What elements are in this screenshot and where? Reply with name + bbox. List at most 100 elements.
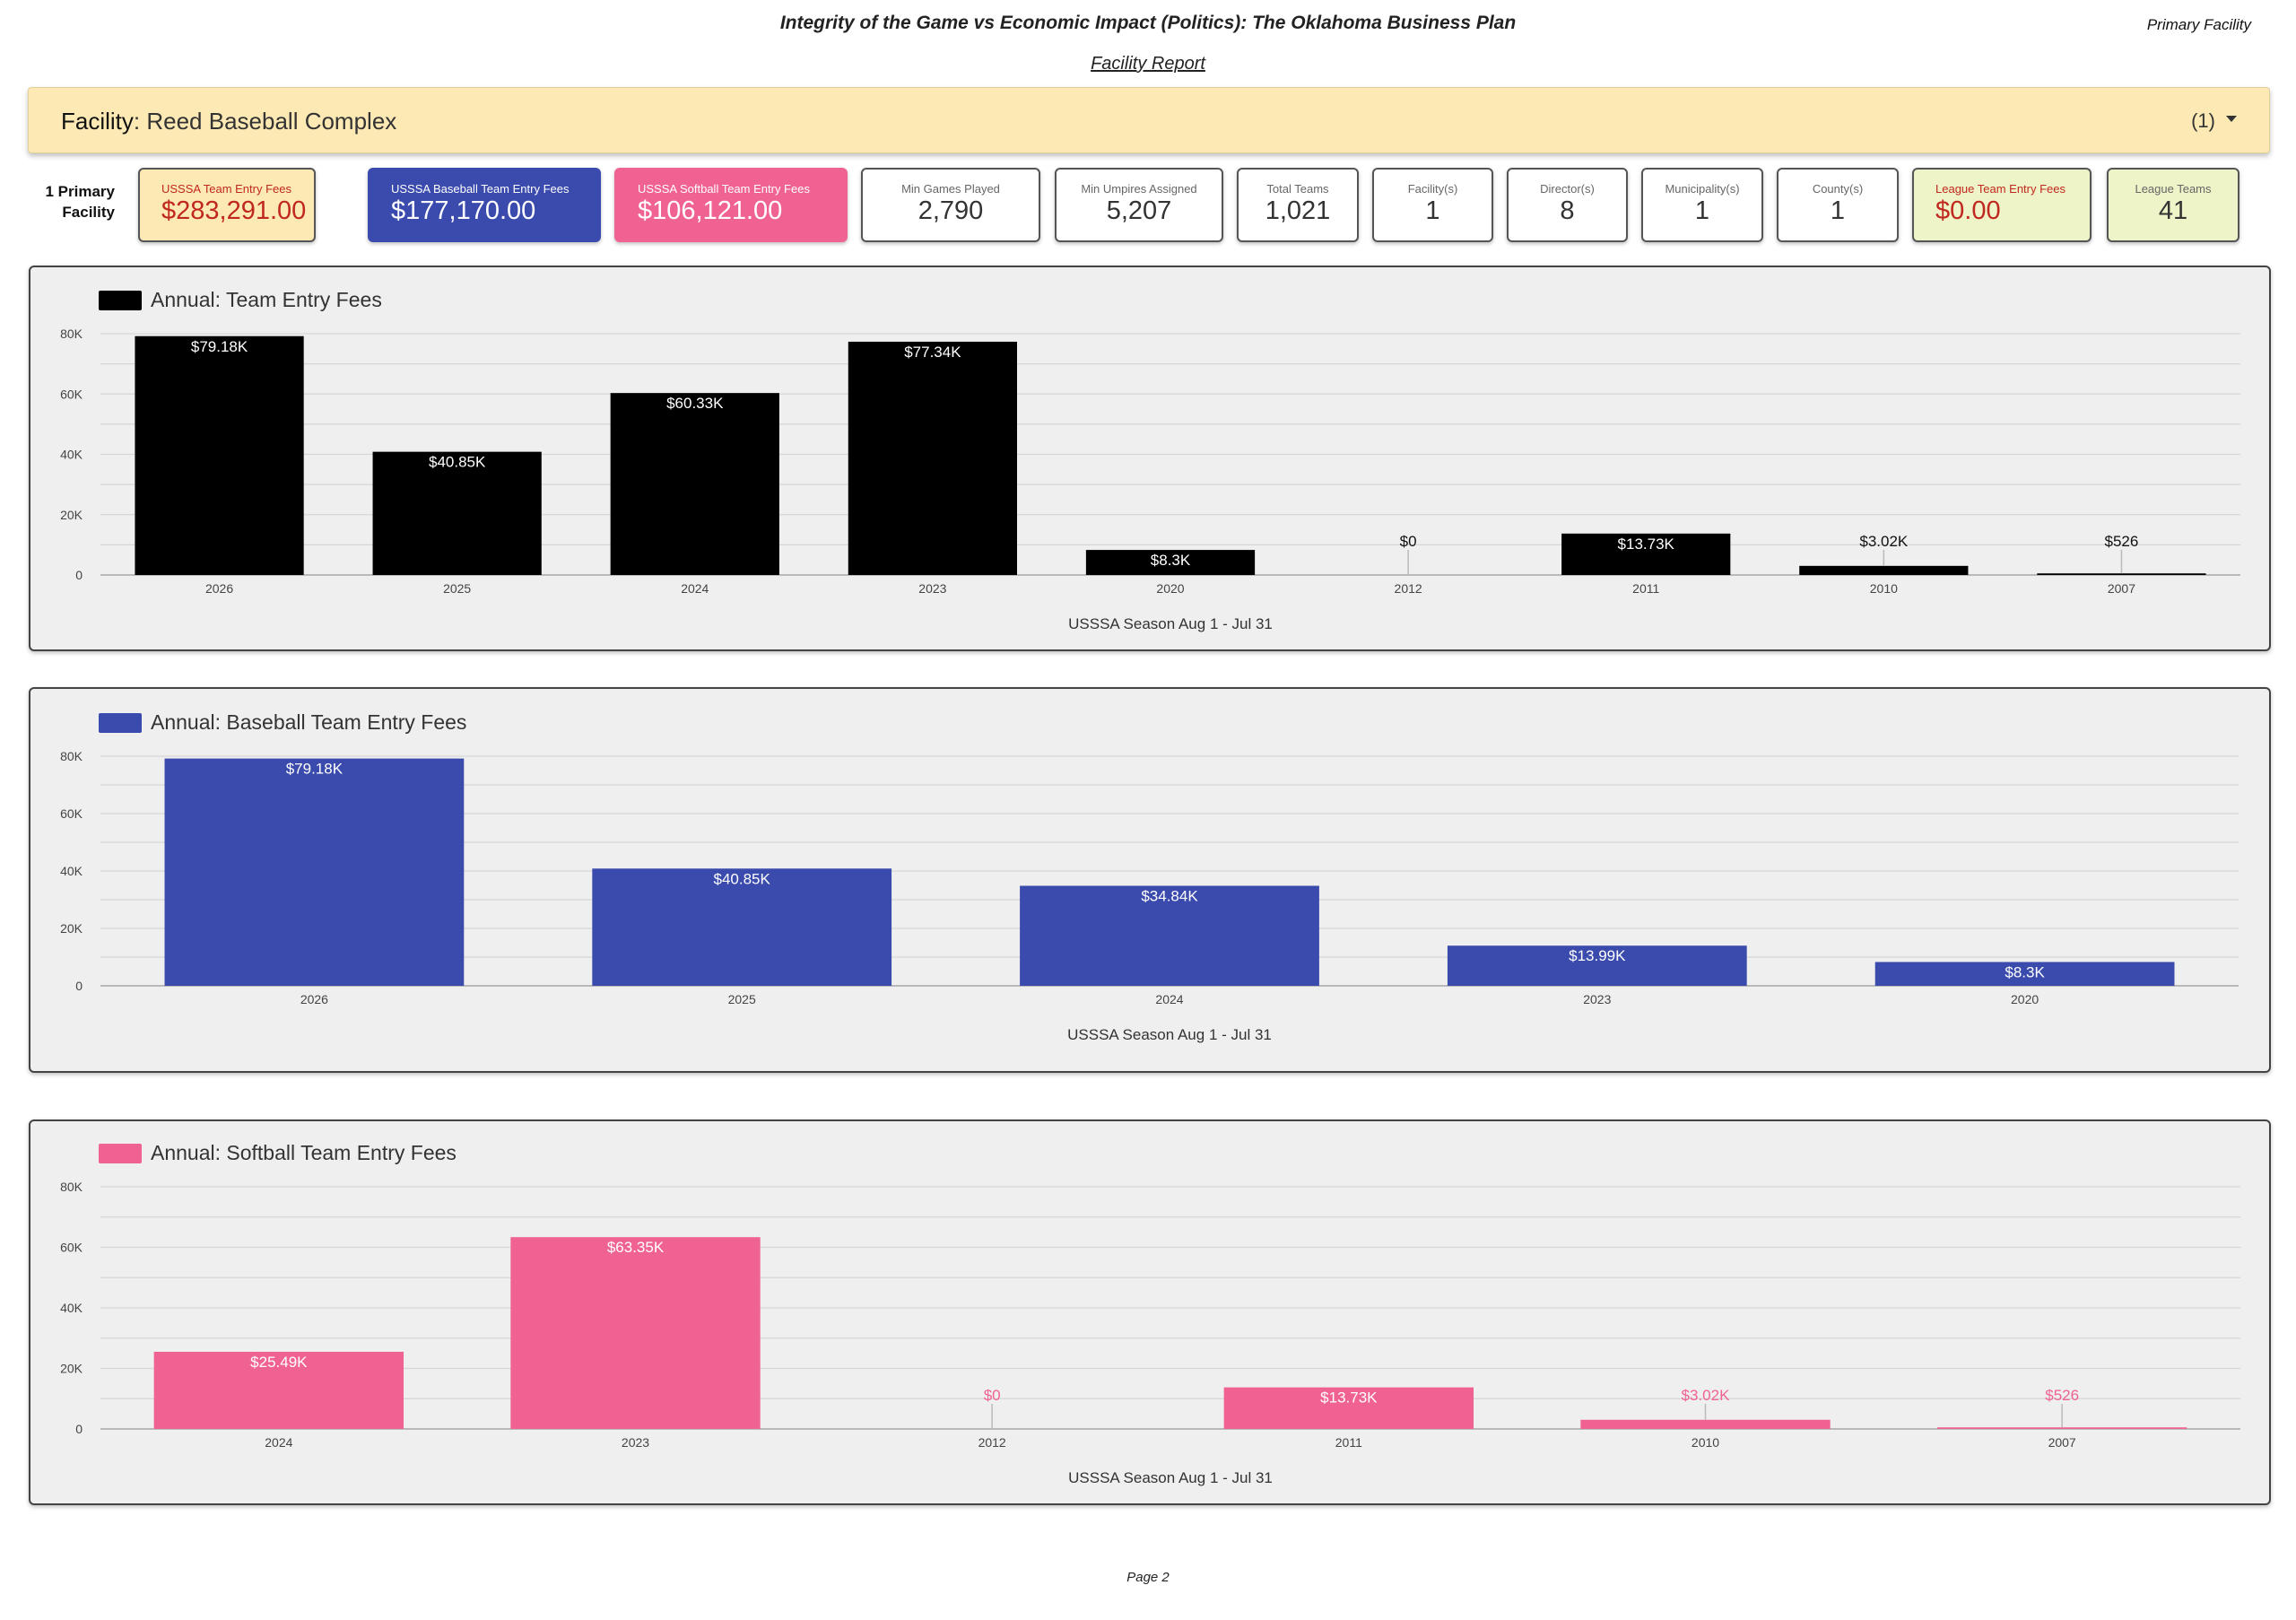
y-tick-label: 80K bbox=[60, 1180, 83, 1194]
bar[interactable] bbox=[592, 868, 892, 986]
chart-team-entry-fees: Annual: Team Entry Fees 0 20K 40K 60K 80K 2026… bbox=[60, 288, 2240, 632]
facility-filter-key: Facility bbox=[61, 108, 134, 135]
x-tick-label: 2024 bbox=[265, 1435, 292, 1450]
chart-legend: Annual: Team Entry Fees bbox=[99, 288, 382, 311]
kpi-value: 1,021 bbox=[1265, 196, 1331, 225]
kpi-value: 2,790 bbox=[918, 196, 984, 225]
kpi-label: League Team Entry Fees bbox=[1935, 182, 2066, 196]
x-tick-label: 2023 bbox=[622, 1435, 649, 1450]
kpi-softball-team-entry-fees: USSSA Softball Team Entry Fees $106,121.… bbox=[614, 168, 848, 242]
bar[interactable] bbox=[510, 1237, 761, 1429]
y-tick-label: 60K bbox=[60, 1241, 83, 1255]
x-axis-title: USSSA Season Aug 1 - Jul 31 bbox=[1068, 615, 1273, 632]
kpi-value: $177,170.00 bbox=[391, 196, 536, 225]
kpi-value: 41 bbox=[2158, 196, 2188, 225]
kpi-value: $283,291.00 bbox=[161, 196, 307, 225]
chart-title: Annual: Baseball Team Entry Fees bbox=[151, 710, 466, 734]
data-label: $40.85K bbox=[714, 870, 771, 887]
x-tick-label: 2020 bbox=[2011, 992, 2039, 1006]
data-label: $34.84K bbox=[1141, 888, 1198, 905]
bar[interactable] bbox=[1020, 885, 1319, 986]
x-tick-label: 2025 bbox=[443, 581, 471, 596]
kpi-facilities: Facility(s) 1 bbox=[1372, 168, 1493, 242]
facility-filter-dropdown[interactable]: Facility: Reed Baseball Complex (1) bbox=[28, 87, 2270, 153]
chart-panel-baseball-team-entry-fees: Annual: Baseball Team Entry Fees 0 20K 40K 6… bbox=[29, 687, 2271, 1073]
kpi-label: Total Teams bbox=[1266, 182, 1329, 196]
data-label: $79.18K bbox=[286, 761, 344, 778]
y-tick-label: 40K bbox=[60, 448, 83, 462]
report-title: Integrity of the Game vs Economic Impact… bbox=[779, 13, 1517, 33]
x-tick-label: 2012 bbox=[1395, 581, 1422, 596]
data-label: $0 bbox=[1400, 533, 1417, 550]
kpi-row-label: 1 Primary Facility bbox=[45, 183, 116, 221]
x-tick-label: 2007 bbox=[2048, 1435, 2076, 1450]
bar[interactable] bbox=[1580, 1419, 1831, 1429]
y-tick-label: 60K bbox=[60, 806, 83, 821]
kpi-label: USSSA Team Entry Fees bbox=[161, 182, 291, 196]
bar[interactable] bbox=[153, 1351, 404, 1429]
bar[interactable] bbox=[164, 758, 465, 986]
kpi-label: Director(s) bbox=[1540, 182, 1595, 196]
kpi-total-teams: Total Teams 1,021 bbox=[1237, 168, 1359, 242]
kpi-baseball-team-entry-fees: USSSA Baseball Team Entry Fees $177,170.… bbox=[368, 168, 601, 242]
facility-filter-count: (1) bbox=[2191, 109, 2215, 132]
data-label: $13.99K bbox=[1569, 947, 1626, 964]
chart-panel-team-entry-fees: Annual: Team Entry Fees 0 20K 40K 60K 80K 2026… bbox=[29, 266, 2271, 651]
y-tick-label: 20K bbox=[60, 921, 83, 936]
y-tick-label: 20K bbox=[60, 1362, 83, 1376]
y-tick-label: 0 bbox=[75, 1422, 83, 1436]
kpi-league-teams: League Teams 41 bbox=[2107, 168, 2239, 242]
y-tick-label: 20K bbox=[60, 508, 83, 522]
kpi-league-team-entry-fees: League Team Entry Fees $0.00 bbox=[1912, 168, 2092, 242]
x-axis-title: USSSA Season Aug 1 - Jul 31 bbox=[1068, 1469, 1273, 1486]
bar[interactable] bbox=[1085, 550, 1256, 575]
bar[interactable] bbox=[2037, 573, 2206, 575]
kpi-label: Municipality(s) bbox=[1665, 182, 1740, 196]
kpi-value: 8 bbox=[1560, 196, 1575, 225]
x-tick-label: 2024 bbox=[1155, 992, 1183, 1006]
bar[interactable] bbox=[610, 393, 779, 575]
x-tick-label: 2025 bbox=[728, 992, 756, 1006]
x-tick-label: 2011 bbox=[1335, 1435, 1362, 1450]
data-label: $40.85K bbox=[429, 454, 486, 471]
legend-swatch bbox=[99, 291, 142, 310]
data-label: $25.49K bbox=[250, 1354, 308, 1371]
bar[interactable] bbox=[1447, 945, 1747, 986]
bar[interactable] bbox=[1799, 565, 1969, 575]
kpi-label: Facility(s) bbox=[1407, 182, 1458, 196]
chart-title: Annual: Team Entry Fees bbox=[151, 288, 382, 311]
y-tick-label: 80K bbox=[60, 327, 83, 341]
kpi-ussssa-team-entry-fees: USSSA Team Entry Fees $283,291.00 bbox=[138, 168, 316, 242]
bar[interactable] bbox=[1874, 962, 2175, 986]
bar[interactable] bbox=[1936, 1427, 2187, 1429]
data-label: $79.18K bbox=[191, 338, 248, 355]
data-label: $77.34K bbox=[904, 344, 961, 361]
chart-legend: Annual: Baseball Team Entry Fees bbox=[99, 710, 466, 734]
kpi-counties: County(s) 1 bbox=[1777, 168, 1899, 242]
bar[interactable] bbox=[848, 341, 1018, 575]
data-label: $60.33K bbox=[666, 395, 724, 412]
report-subtitle-link[interactable]: Facility Report bbox=[1091, 54, 1205, 74]
kpi-directors: Director(s) 8 bbox=[1507, 168, 1628, 242]
bar[interactable] bbox=[1561, 533, 1731, 575]
legend-swatch bbox=[99, 1144, 142, 1163]
kpi-value: 1 bbox=[1425, 196, 1440, 225]
x-tick-label: 2023 bbox=[1583, 992, 1611, 1006]
data-label: $13.73K bbox=[1618, 536, 1675, 553]
y-tick-label: 40K bbox=[60, 864, 83, 878]
chevron-down-icon[interactable] bbox=[2226, 116, 2237, 122]
x-tick-label: 2010 bbox=[1692, 1435, 1719, 1450]
bar[interactable] bbox=[1223, 1387, 1474, 1429]
bar[interactable] bbox=[135, 335, 304, 575]
kpi-value: 1 bbox=[1830, 196, 1846, 225]
y-tick-label: 0 bbox=[75, 568, 83, 582]
chart-softball-team-entry-fees: Annual: Softball Team Entry Fees 0 20K 40K 6… bbox=[60, 1141, 2240, 1486]
x-tick-label: 2010 bbox=[1870, 581, 1898, 596]
bar[interactable] bbox=[372, 451, 542, 575]
chart-title: Annual: Softball Team Entry Fees bbox=[151, 1141, 457, 1164]
kpi-label: USSSA Softball Team Entry Fees bbox=[638, 182, 810, 196]
x-tick-label: 2007 bbox=[2108, 581, 2135, 596]
kpi-label: League Teams bbox=[2135, 182, 2212, 196]
y-tick-label: 80K bbox=[60, 749, 83, 763]
x-tick-label: 2026 bbox=[300, 992, 328, 1006]
